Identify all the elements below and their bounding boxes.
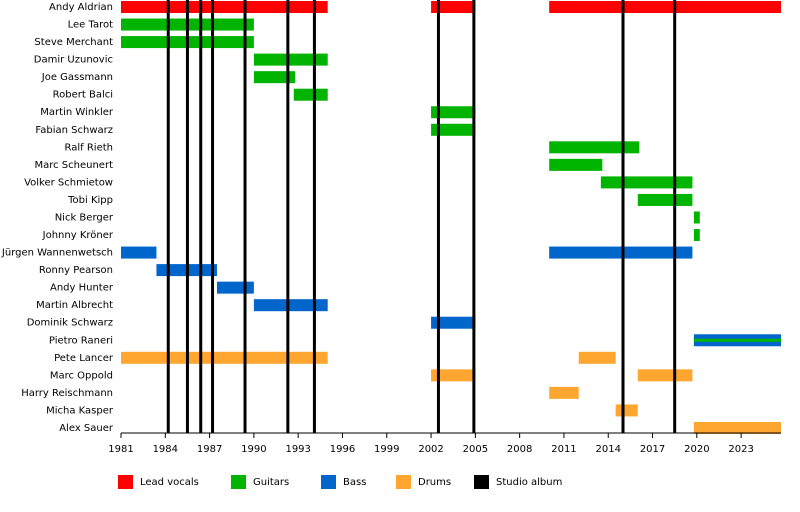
legend-label: Drums <box>418 477 451 488</box>
legend-swatch <box>118 475 133 489</box>
bar <box>549 246 693 259</box>
row-label: Johnny Kröner <box>42 230 114 241</box>
bar <box>121 351 328 364</box>
bar <box>121 1 328 13</box>
legend-label: Studio album <box>496 477 562 488</box>
bar <box>549 141 640 154</box>
bar <box>549 158 603 171</box>
row-label: Andy Hunter <box>50 283 114 294</box>
legend-label: Bass <box>343 477 366 488</box>
row-label: Marc Oppold <box>50 370 113 381</box>
bar <box>121 246 157 259</box>
x-tick-label: 2011 <box>551 444 576 455</box>
x-tick-label: 2005 <box>463 444 488 455</box>
bar-stripe <box>693 338 781 342</box>
row-label: Lee Tarot <box>68 20 113 31</box>
bar <box>253 71 296 84</box>
row-label: Martin Winkler <box>40 107 114 118</box>
row-label: Dominik Schwarz <box>27 318 113 329</box>
bar <box>216 281 254 294</box>
row-label: Steve Merchant <box>34 37 113 48</box>
bar <box>615 404 638 417</box>
row-label: Ralf Rieth <box>65 142 113 153</box>
legend-swatch <box>474 475 489 489</box>
bar <box>693 421 781 434</box>
bar <box>637 369 693 382</box>
legend-swatch <box>231 475 246 489</box>
bar <box>578 351 616 364</box>
row-label: Nick Berger <box>55 212 114 223</box>
legend-swatch <box>396 475 411 489</box>
row-label: Ronny Pearson <box>39 265 113 276</box>
x-tick-label: 2020 <box>684 444 709 455</box>
legend-label: Guitars <box>253 477 289 488</box>
x-tick-label: 1996 <box>330 444 355 455</box>
row-label: Pietro Raneri <box>49 335 113 346</box>
legend-swatch <box>321 475 336 489</box>
row-label: Jürgen Wannenwetsch <box>1 248 113 259</box>
row-label: Robert Balci <box>53 90 113 101</box>
x-tick-label: 1993 <box>285 444 310 455</box>
bar <box>637 193 693 206</box>
bar <box>549 1 781 13</box>
x-tick-label: 1987 <box>197 444 222 455</box>
bar <box>431 123 476 136</box>
bar <box>431 106 476 119</box>
bar <box>431 316 476 329</box>
bar <box>431 369 476 382</box>
x-tick-label: 1990 <box>241 444 266 455</box>
row-label: Micha Kasper <box>46 405 114 416</box>
x-tick-label: 2002 <box>418 444 443 455</box>
row-label: Pete Lancer <box>54 353 114 364</box>
bar <box>600 176 693 189</box>
row-label: Volker Schmietow <box>24 177 113 188</box>
row-label: Joe Gassmann <box>41 72 113 83</box>
bar <box>293 88 328 101</box>
bar <box>253 299 328 312</box>
row-label: Fabian Schwarz <box>35 125 113 136</box>
row-label: Alex Sauer <box>59 423 114 434</box>
x-tick-label: 1981 <box>108 444 133 455</box>
x-tick-label: 2023 <box>728 444 753 455</box>
bar <box>549 386 579 399</box>
bar <box>431 1 476 13</box>
row-label: Harry Reischmann <box>21 388 113 399</box>
x-tick-label: 1999 <box>374 444 399 455</box>
row-label: Andy Aldrian <box>49 2 113 13</box>
row-label: Damir Uzunovic <box>34 55 113 66</box>
x-tick-label: 1984 <box>153 444 178 455</box>
row-label: Tobi Kipp <box>67 195 113 206</box>
x-tick-label: 2014 <box>596 444 621 455</box>
x-tick-label: 2008 <box>507 444 532 455</box>
x-tick-label: 2017 <box>640 444 665 455</box>
bar <box>253 53 328 66</box>
row-label: Marc Scheunert <box>34 160 113 171</box>
bar <box>693 229 700 242</box>
row-label: Martin Albrecht <box>36 300 113 311</box>
legend-label: Lead vocals <box>140 477 199 488</box>
bar <box>693 211 700 224</box>
